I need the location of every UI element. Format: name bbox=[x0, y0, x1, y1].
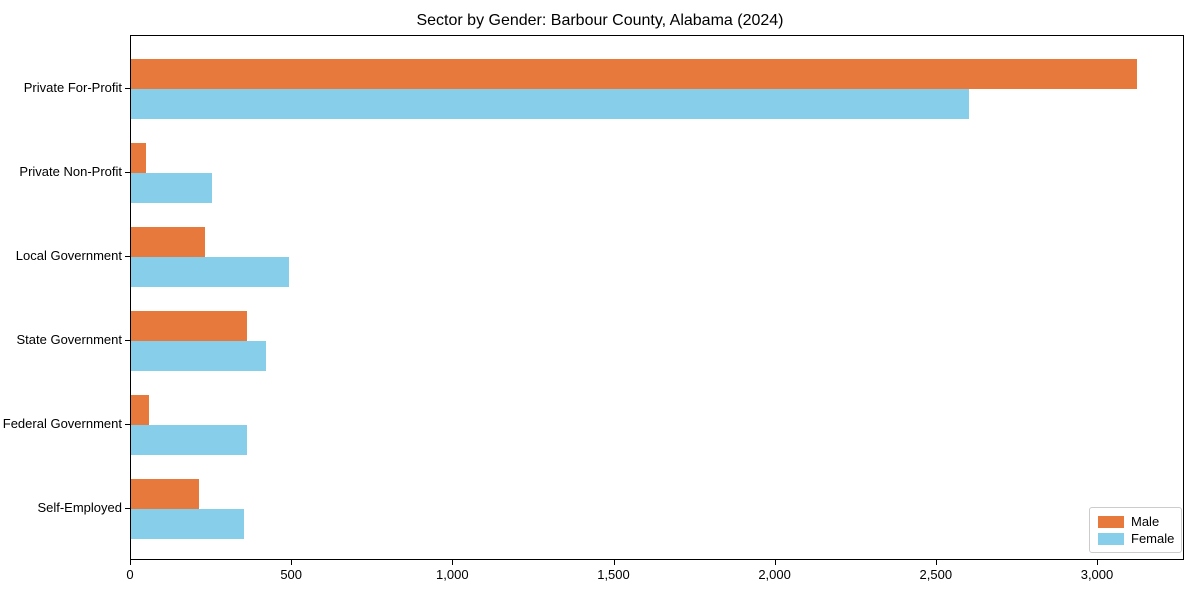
legend-entry-female: Female bbox=[1098, 531, 1175, 546]
y-tick-mark bbox=[125, 88, 130, 89]
y-tick-mark bbox=[125, 172, 130, 173]
y-tick-label-private-for-profit: Private For-Profit bbox=[23, 80, 122, 95]
bar-male-private-non-profit bbox=[131, 143, 146, 173]
plot-area bbox=[130, 35, 1184, 560]
legend-label-female: Female bbox=[1131, 531, 1175, 546]
bar-male-state-government bbox=[131, 311, 247, 341]
x-tick-mark bbox=[452, 560, 454, 565]
x-tick-mark bbox=[291, 560, 293, 565]
chart-title: Sector by Gender: Barbour County, Alabam… bbox=[416, 12, 784, 29]
x-tick-label-3-000: 3,000 bbox=[1080, 567, 1114, 582]
legend-entry-male: Male bbox=[1098, 514, 1173, 529]
bar-female-private-for-profit bbox=[131, 89, 969, 119]
bar-female-federal-government bbox=[131, 425, 247, 455]
x-tick-label-500: 500 bbox=[280, 567, 303, 582]
x-tick-label-2-000: 2,000 bbox=[758, 567, 791, 582]
y-tick-label-state-government: State Government bbox=[16, 332, 123, 347]
x-tick-mark bbox=[774, 560, 776, 565]
x-tick-mark bbox=[935, 560, 937, 565]
x-tick-mark bbox=[613, 560, 615, 565]
y-tick-label-private-non-profit: Private Non-Profit bbox=[19, 164, 122, 179]
x-tick-label-1-500: 1,500 bbox=[597, 567, 630, 582]
legend-label-male: Male bbox=[1131, 514, 1160, 529]
y-tick-label-federal-government: Federal Government bbox=[2, 416, 122, 431]
bar-female-state-government bbox=[131, 341, 267, 371]
x-tick-label-0: 0 bbox=[126, 567, 134, 582]
bar-female-local-government bbox=[131, 257, 289, 287]
bar-female-private-non-profit bbox=[131, 173, 212, 203]
y-tick-mark bbox=[125, 256, 130, 257]
bar-male-private-for-profit bbox=[131, 59, 1137, 89]
legend: Male Female bbox=[1089, 507, 1182, 553]
legend-swatch-female bbox=[1098, 532, 1124, 545]
y-tick-mark bbox=[125, 424, 130, 425]
x-tick-mark bbox=[130, 560, 131, 565]
bar-male-local-government bbox=[131, 227, 206, 257]
y-tick-label-local-government: Local Government bbox=[15, 248, 122, 263]
bar-male-federal-government bbox=[131, 395, 149, 425]
bar-male-self-employed bbox=[131, 479, 199, 509]
y-tick-mark bbox=[125, 508, 130, 509]
y-tick-label-self-employed: Self-Employed bbox=[37, 500, 122, 515]
x-tick-label-2-500: 2,500 bbox=[919, 567, 953, 582]
x-tick-label-1-000: 1,000 bbox=[436, 567, 469, 582]
x-tick-mark bbox=[1097, 560, 1098, 565]
y-tick-mark bbox=[125, 340, 130, 341]
bar-female-self-employed bbox=[131, 509, 244, 539]
legend-swatch-male bbox=[1098, 515, 1124, 528]
